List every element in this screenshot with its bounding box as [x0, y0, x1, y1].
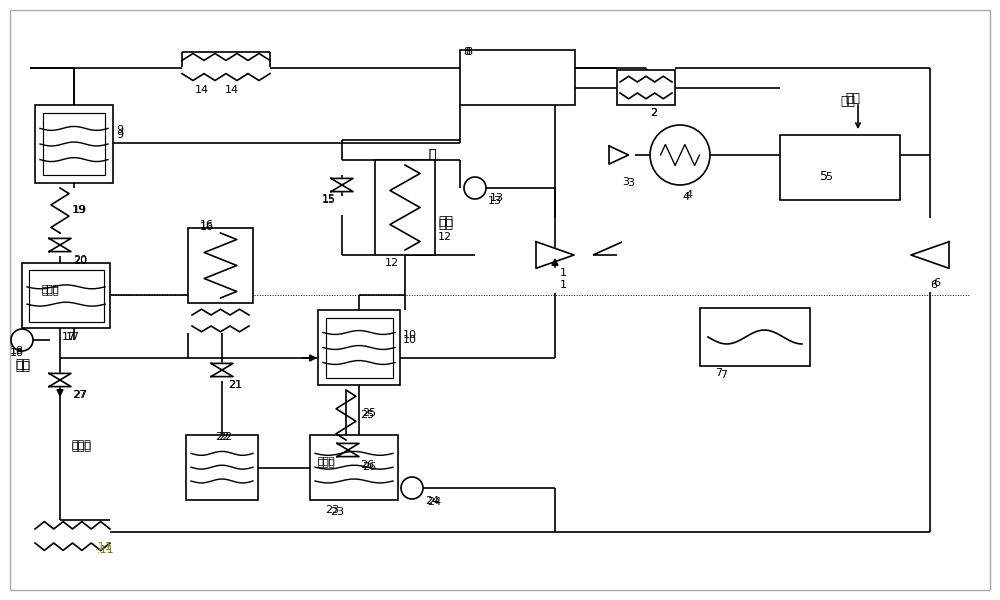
Text: 4: 4: [685, 190, 692, 200]
Bar: [318, 310, 400, 385]
Text: 1: 1: [560, 268, 567, 278]
Text: 22: 22: [215, 432, 229, 442]
Text: 13: 13: [488, 196, 502, 206]
Polygon shape: [49, 373, 71, 380]
Text: 12: 12: [438, 232, 452, 242]
Bar: [780, 135, 900, 200]
Text: .11: .11: [95, 542, 113, 552]
Text: 22: 22: [218, 432, 232, 442]
Text: 2: 2: [650, 108, 657, 118]
Text: 烟气: 烟气: [438, 215, 453, 228]
Text: 15: 15: [322, 195, 336, 205]
Text: 19: 19: [73, 205, 87, 215]
Text: 26: 26: [362, 462, 376, 472]
Text: 21: 21: [228, 380, 242, 390]
Text: 24: 24: [427, 497, 441, 507]
Text: 2: 2: [650, 108, 657, 118]
Text: 14: 14: [195, 85, 209, 95]
Bar: [460, 50, 575, 105]
Text: 3: 3: [622, 177, 629, 187]
Text: 20: 20: [73, 256, 87, 266]
Text: 19: 19: [72, 205, 86, 215]
Polygon shape: [49, 238, 71, 245]
Text: 冷却水: 冷却水: [42, 285, 60, 295]
Text: 13: 13: [490, 193, 504, 203]
Text: 10: 10: [403, 335, 417, 345]
Text: 6: 6: [933, 278, 940, 288]
Text: 冷却水: 冷却水: [42, 283, 60, 293]
Polygon shape: [331, 178, 353, 185]
Text: 12: 12: [385, 258, 399, 268]
Text: 7: 7: [715, 368, 722, 378]
Bar: [617, 70, 675, 105]
Text: 7: 7: [720, 370, 727, 380]
Polygon shape: [609, 146, 629, 164]
Text: 5: 5: [820, 170, 828, 183]
Text: 9: 9: [116, 125, 123, 135]
Text: 8: 8: [465, 47, 472, 57]
Text: 16: 16: [200, 222, 214, 232]
Circle shape: [464, 177, 486, 199]
Text: 燃气: 燃气: [845, 92, 860, 105]
Text: 17: 17: [62, 332, 76, 342]
Text: 8: 8: [463, 47, 470, 57]
Bar: [375, 160, 435, 255]
Polygon shape: [337, 450, 359, 457]
Text: 15: 15: [322, 194, 336, 204]
Polygon shape: [331, 185, 353, 191]
Text: 17: 17: [66, 332, 80, 342]
Text: 18: 18: [10, 348, 24, 358]
Text: 4: 4: [682, 192, 689, 202]
Text: 6: 6: [930, 280, 937, 290]
Text: 21: 21: [228, 380, 242, 390]
Circle shape: [401, 477, 423, 499]
Text: 燃气: 燃气: [840, 95, 855, 108]
Polygon shape: [211, 364, 233, 370]
Circle shape: [650, 125, 710, 185]
Bar: [35, 105, 113, 183]
Text: 空气: 空气: [15, 358, 30, 371]
Bar: [28, 269, 104, 322]
Text: 23: 23: [330, 507, 344, 517]
Text: 烟气: 烟气: [438, 218, 453, 231]
Bar: [186, 435, 258, 500]
Text: 14: 14: [225, 85, 239, 95]
Text: 1: 1: [560, 280, 567, 290]
Polygon shape: [49, 380, 71, 386]
Text: 冷却水: 冷却水: [318, 455, 336, 465]
Bar: [326, 317, 392, 377]
Text: 水: 水: [428, 148, 436, 161]
Bar: [310, 435, 398, 500]
Bar: [188, 228, 253, 303]
Text: 26: 26: [360, 460, 374, 470]
Text: 9: 9: [116, 130, 123, 140]
Text: 冷却水: 冷却水: [318, 457, 336, 467]
Circle shape: [11, 329, 33, 351]
Text: .11: .11: [97, 545, 115, 555]
Text: 5: 5: [825, 172, 832, 182]
Text: 27: 27: [73, 390, 87, 400]
Polygon shape: [49, 245, 71, 251]
Text: 23: 23: [325, 505, 339, 515]
Text: 24: 24: [425, 496, 439, 506]
Bar: [43, 113, 105, 175]
Polygon shape: [536, 242, 574, 268]
Text: 水: 水: [428, 148, 436, 161]
Text: 冷媒水: 冷媒水: [72, 442, 92, 452]
Polygon shape: [337, 443, 359, 450]
Text: 25: 25: [362, 408, 376, 418]
Text: 27: 27: [72, 390, 86, 400]
Text: 20: 20: [73, 255, 87, 265]
Bar: [700, 308, 810, 366]
Text: 冷媒水: 冷媒水: [72, 440, 92, 450]
Text: 16: 16: [200, 220, 214, 230]
Text: 3: 3: [627, 178, 634, 188]
Polygon shape: [211, 370, 233, 377]
Text: 空气: 空气: [15, 360, 30, 373]
Polygon shape: [911, 242, 949, 268]
Bar: [22, 263, 110, 328]
Text: 18: 18: [10, 346, 24, 356]
Text: 10: 10: [403, 330, 417, 340]
Text: 25: 25: [360, 410, 374, 420]
